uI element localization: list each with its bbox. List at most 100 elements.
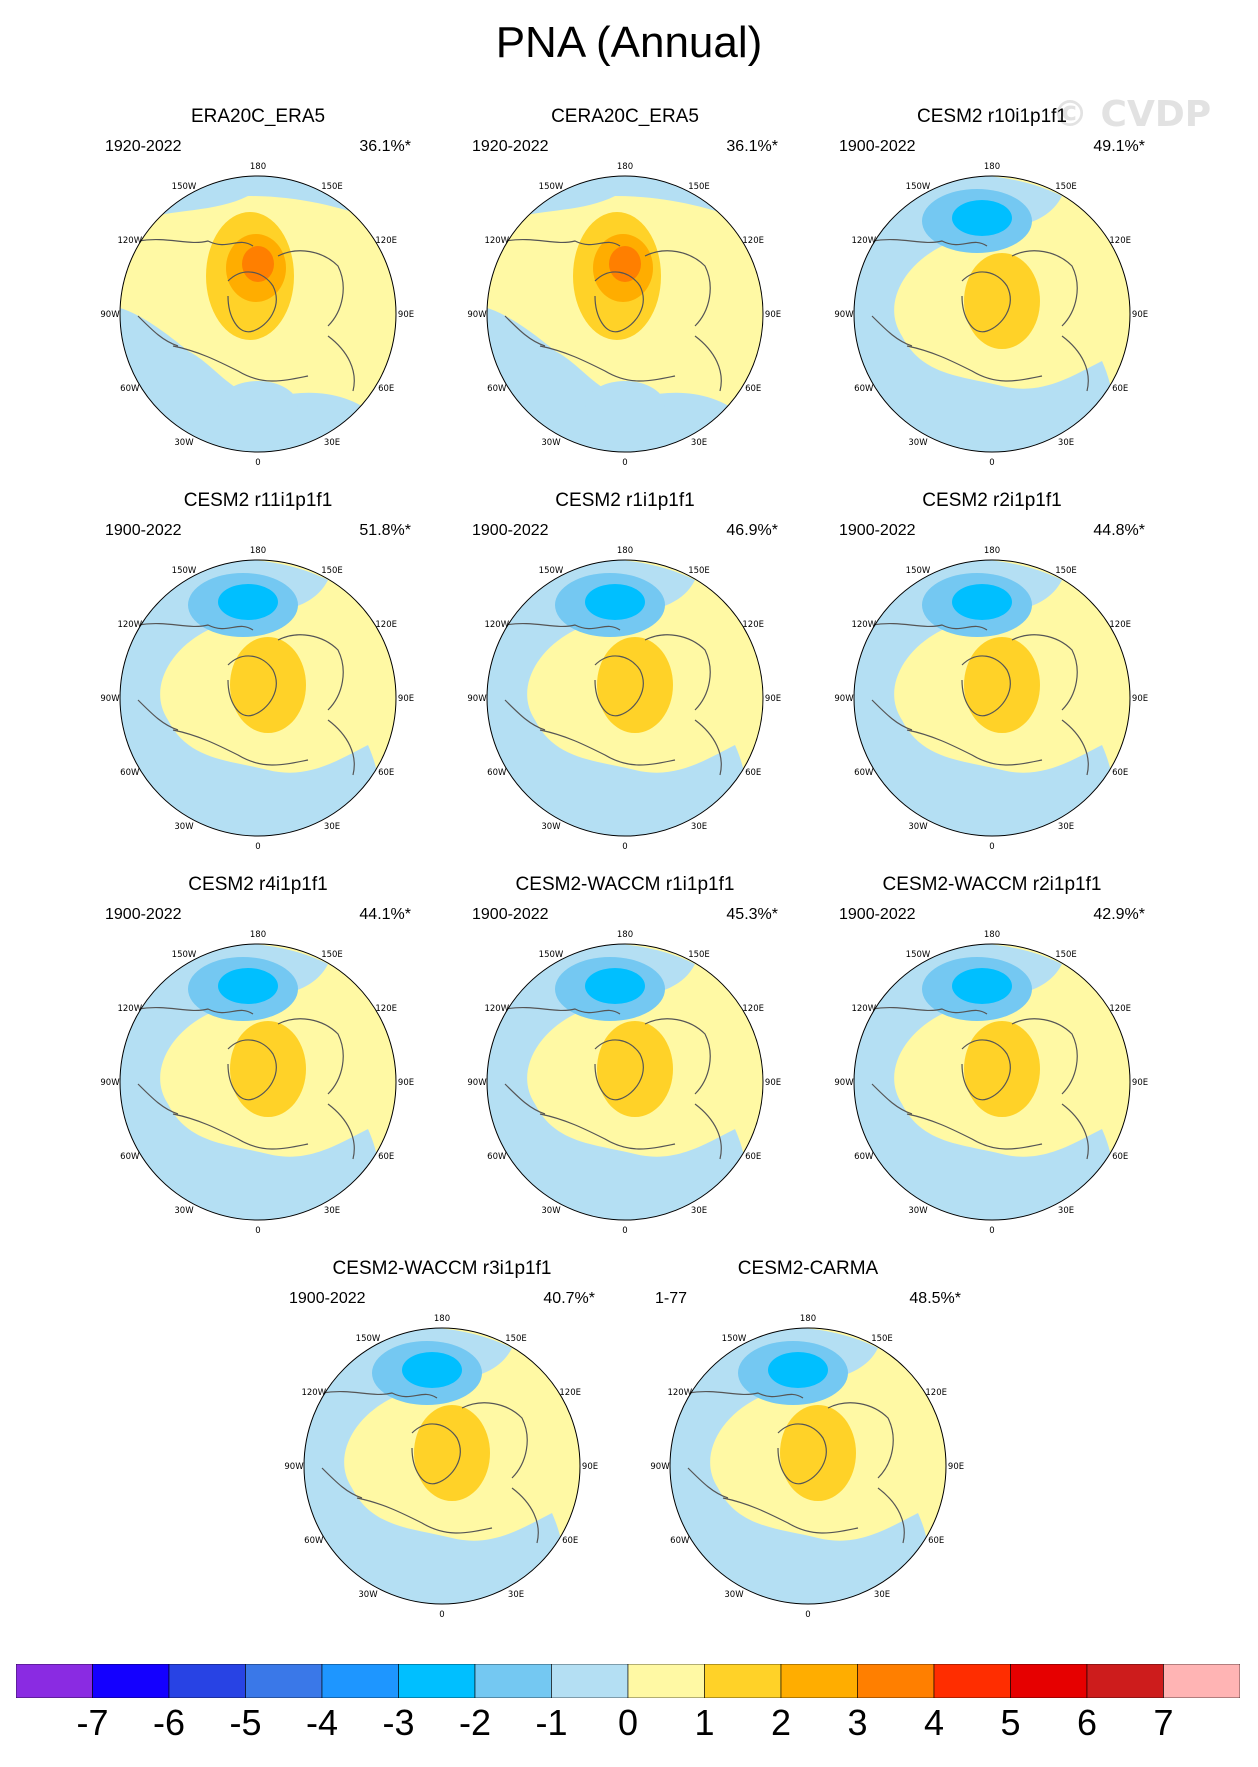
longitude-label: 150E	[321, 566, 343, 576]
longitude-label: 90W	[284, 1462, 304, 1472]
map-border	[669, 1327, 947, 1605]
map-border	[486, 175, 764, 453]
coastline	[1061, 1103, 1089, 1160]
polar-map: 180 150E 120E 90E 60E 30E 0 30W 60W 90W 120W 150W	[467, 930, 781, 1236]
map-border	[853, 943, 1131, 1221]
coastline	[321, 1467, 363, 1499]
longitude-label: 150E	[688, 182, 710, 192]
map-border	[119, 175, 397, 453]
longitude-label: 120W	[117, 1004, 142, 1014]
map-panel: CERA20C_ERA5 1920-2022 36.1%* 180 150E 120…	[445, 106, 805, 468]
negative-min	[402, 1352, 462, 1388]
longitude-label: 30W	[908, 1206, 928, 1216]
map-field	[487, 560, 763, 836]
longitude-label: 90W	[834, 694, 854, 704]
colorbar-tick-label: 6	[1076, 1702, 1098, 1743]
coastline	[137, 699, 179, 731]
polar-map: 180 150E 120E 90E 60E 30E 0 30W 60W 90W 120W 150W	[834, 546, 1148, 852]
coastline	[827, 1402, 894, 1479]
coastline	[871, 1083, 913, 1115]
longitude-label: 30E	[324, 438, 340, 448]
longitude-label: 0	[622, 1226, 627, 1236]
colorbar-swatch	[704, 1664, 782, 1698]
negative-region	[487, 944, 746, 1220]
colorbar-tick-label: 5	[1000, 1702, 1021, 1743]
panel-percent: 40.7%*	[543, 1290, 595, 1307]
longitude-label: 60E	[745, 768, 761, 778]
negative-min	[218, 968, 278, 1004]
positive-core	[414, 1405, 490, 1501]
colorbar-tick-label: 4	[923, 1702, 945, 1743]
positive-core	[230, 1021, 306, 1117]
colorbar-tick-label: 0	[617, 1702, 639, 1743]
coastline	[594, 271, 644, 333]
map-border	[486, 559, 764, 837]
panel-years: 1-77	[655, 1290, 688, 1307]
longitude-label: 0	[439, 1610, 444, 1620]
longitude-label: 120E	[375, 236, 397, 246]
longitude-label: 30E	[508, 1590, 524, 1600]
coastline	[871, 622, 988, 631]
positive-core	[597, 637, 673, 733]
negative-min	[585, 968, 645, 1004]
coastline	[172, 1113, 309, 1150]
longitude-label: 120W	[667, 1388, 692, 1398]
panel-years: 1900-2022	[472, 522, 549, 539]
longitude-label: 30W	[541, 822, 561, 832]
coastline	[687, 1390, 804, 1399]
polar-map: 180 150E 120E 90E 60E 30E 0 30W 60W 90W 120W 150W	[100, 930, 414, 1236]
panel-title: CESM2-WACCM r1i1p1f1	[515, 874, 735, 895]
colorbar-swatch	[168, 1664, 246, 1698]
panel-years: 1900-2022	[839, 138, 916, 155]
panel-years: 1920-2022	[105, 138, 182, 155]
positive-max	[242, 246, 274, 282]
longitude-label: 90W	[650, 1462, 670, 1472]
longitude-label: 150W	[539, 566, 564, 576]
negative-min	[768, 1352, 828, 1388]
coastline	[277, 634, 344, 711]
coastline	[172, 729, 309, 766]
map-border	[486, 943, 764, 1221]
longitude-label: 150W	[172, 950, 197, 960]
negative-region	[670, 1328, 929, 1604]
polar-map: 180 150E 120E 90E 60E 30E 0 30W 60W 90W 120W 150W	[834, 162, 1148, 468]
colorbar-tick-label: -4	[305, 1702, 338, 1743]
colorbar-tick-label: -6	[152, 1702, 185, 1743]
negative-region	[487, 560, 746, 836]
coastline	[504, 238, 621, 247]
coastline	[277, 1018, 344, 1095]
longitude-label: 180	[800, 1314, 816, 1324]
coastline	[1011, 250, 1078, 327]
longitude-label: 60E	[928, 1536, 944, 1546]
longitude-label: 150E	[505, 1334, 527, 1344]
coastline	[961, 655, 1011, 717]
longitude-label: 60W	[304, 1536, 324, 1546]
negative-region	[120, 560, 379, 836]
panel-percent: 51.8%*	[359, 522, 411, 539]
map-field	[304, 1328, 580, 1604]
colorbar-swatch	[474, 1664, 552, 1698]
longitude-label: 0	[805, 1610, 810, 1620]
longitude-label: 30W	[174, 1206, 194, 1216]
longitude-label: 0	[622, 458, 627, 468]
longitude-label: 90W	[467, 694, 487, 704]
longitude-label: 30E	[324, 822, 340, 832]
longitude-label: 150E	[1055, 950, 1077, 960]
coastline	[327, 335, 355, 392]
colorbar-swatch	[1163, 1664, 1240, 1698]
longitude-label: 60E	[1112, 768, 1128, 778]
coastline	[227, 1039, 277, 1101]
longitude-label: 120E	[1109, 236, 1131, 246]
map-panel: CESM2 r1i1p1f1 1900-2022 46.9%* 180 150E 1…	[445, 490, 805, 852]
longitude-label: 90W	[100, 694, 120, 704]
coastline	[321, 1390, 438, 1399]
longitude-label: 90E	[948, 1462, 964, 1472]
longitude-label: 150W	[172, 182, 197, 192]
colorbar-tick-label: -1	[535, 1702, 568, 1743]
negative-min	[952, 584, 1012, 620]
longitude-label: 150E	[321, 950, 343, 960]
longitude-label: 120W	[301, 1388, 326, 1398]
coastline	[539, 345, 676, 382]
coastline	[227, 271, 277, 333]
longitude-label: 120W	[851, 1004, 876, 1014]
